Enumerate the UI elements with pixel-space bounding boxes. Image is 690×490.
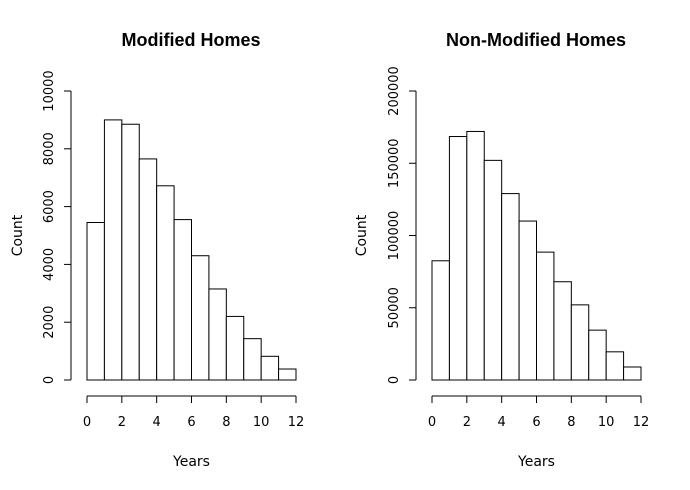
histogram-bar xyxy=(448,136,468,381)
bars xyxy=(86,119,297,381)
histogram-non-modified-homes: Non-Modified Homes Years Count 0 2 4 6 8 10 12… xyxy=(354,30,649,470)
chart-title: Modified Homes xyxy=(121,30,260,50)
y-tick-label: 8000 xyxy=(42,132,57,165)
y-tick-label: 50000 xyxy=(387,287,402,328)
y-tick-label: 4000 xyxy=(42,248,57,281)
x-tick-label: 10 xyxy=(598,415,615,430)
y-tick-label: 100000 xyxy=(387,211,402,261)
histogram-modified-homes: Modified Homes Years Count 0 2 4 6 8 10 12 0 20… xyxy=(10,30,304,470)
histogram-bar xyxy=(536,251,555,381)
x-tick-label: 0 xyxy=(428,415,436,430)
histogram-bar xyxy=(501,193,520,381)
x-tick-label: 6 xyxy=(187,415,195,430)
x-tick-label: 0 xyxy=(83,415,91,430)
histogram-bar xyxy=(553,281,572,381)
x-tick-label: 2 xyxy=(118,415,126,430)
x-tick-label: 12 xyxy=(633,415,650,430)
x-tick-label: 4 xyxy=(153,415,161,430)
x-axis: 0 2 4 6 8 10 12 xyxy=(83,395,305,430)
y-axis-label: Count xyxy=(10,214,26,256)
histogram-bar xyxy=(191,255,210,381)
histogram-bar xyxy=(278,368,297,381)
y-axis: 0 2000 4000 6000 8000 10000 xyxy=(42,70,72,384)
x-tick-label: 4 xyxy=(498,415,506,430)
y-tick-label: 0 xyxy=(42,376,57,384)
y-axis-label: Count xyxy=(354,214,370,256)
histogram-bar xyxy=(243,338,262,381)
x-tick-label: 10 xyxy=(253,415,270,430)
y-tick-label: 150000 xyxy=(387,138,402,188)
y-tick-label: 10000 xyxy=(42,70,57,111)
y-tick-label: 0 xyxy=(387,376,402,384)
chart-title: Non-Modified Homes xyxy=(446,30,626,50)
y-tick-label: 200000 xyxy=(387,66,402,116)
y-axis: 0 50000 100000 150000 200000 xyxy=(387,66,417,384)
histogram-bar xyxy=(225,315,245,381)
histogram-bar xyxy=(431,260,450,381)
histogram-bar xyxy=(260,355,280,381)
x-tick-label: 6 xyxy=(532,415,540,430)
histogram-bar xyxy=(483,159,503,381)
bars xyxy=(431,130,642,381)
histogram-bar xyxy=(466,130,485,381)
x-tick-label: 12 xyxy=(288,415,305,430)
histogram-bar xyxy=(121,123,140,381)
x-tick-label: 2 xyxy=(463,415,471,430)
histogram-bar xyxy=(518,220,537,381)
x-tick-label: 8 xyxy=(567,415,575,430)
histogram-bar xyxy=(605,351,625,381)
y-tick-label: 6000 xyxy=(42,190,57,223)
histogram-bar xyxy=(138,158,158,381)
histogram-bar xyxy=(570,304,590,381)
histogram-bar xyxy=(208,288,227,381)
histogram-bar xyxy=(156,185,175,381)
x-axis: 0 2 4 6 8 10 12 xyxy=(428,395,650,430)
y-tick-label: 2000 xyxy=(42,306,57,339)
histogram-bar xyxy=(588,329,607,381)
histogram-bar xyxy=(623,366,642,381)
x-axis-label: Years xyxy=(172,454,210,470)
x-axis-label: Years xyxy=(517,454,555,470)
histogram-bar xyxy=(103,119,123,381)
histogram-bar xyxy=(173,219,192,381)
histogram-bar xyxy=(86,221,105,381)
x-tick-label: 8 xyxy=(222,415,230,430)
